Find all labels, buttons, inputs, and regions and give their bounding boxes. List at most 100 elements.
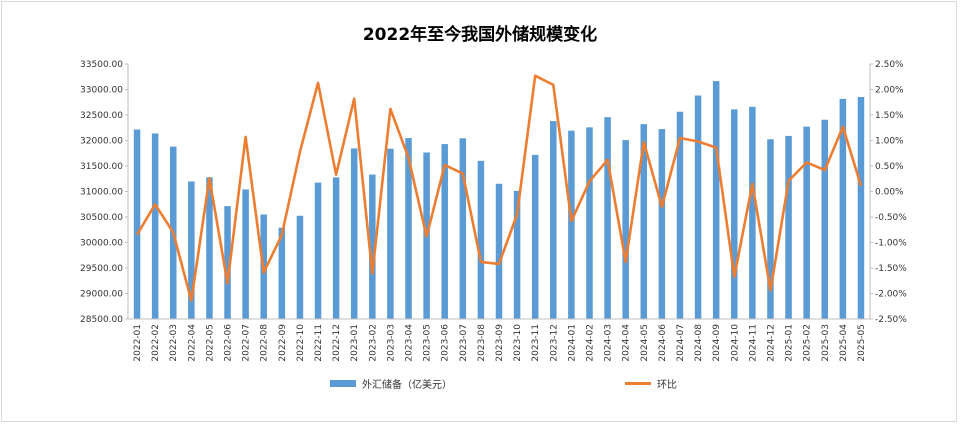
x-tick-label: 2022-07 <box>242 324 252 362</box>
bar-2022-01 <box>133 129 141 319</box>
bar-2023-12 <box>550 121 557 320</box>
bar-2023-08 <box>477 160 485 319</box>
chart-title: 2022年至今我国外储规模变化 <box>362 25 598 45</box>
left-tick-label: 31500.00 <box>80 162 123 172</box>
bar-2024-08 <box>694 95 702 319</box>
bar-2022-02 <box>151 133 159 319</box>
x-tick-label: 2024-12 <box>767 324 777 362</box>
x-tick-label: 2024-10 <box>730 324 740 362</box>
axes <box>127 64 871 320</box>
x-tick-label: 2024-08 <box>694 324 704 362</box>
bar-2023-03 <box>387 148 394 319</box>
left-tick-label: 31000.00 <box>80 188 123 198</box>
x-tick-label: 2025-03 <box>821 324 831 362</box>
bar-2023-11 <box>531 154 539 319</box>
bar-2024-10 <box>731 109 738 319</box>
right-tick-label: -1.50% <box>875 264 907 274</box>
bar-2022-05 <box>206 177 213 319</box>
bar-2025-04 <box>839 98 847 319</box>
x-tick-label: 2025-04 <box>839 324 849 362</box>
bar-2024-03 <box>604 117 611 320</box>
x-tick-label: 2023-12 <box>549 324 559 362</box>
x-tick-label: 2024-03 <box>604 324 614 362</box>
legend-label-reserves: 外汇储备（亿美元） <box>362 380 452 391</box>
bar-2023-09 <box>495 183 503 319</box>
x-tick-label: 2023-05 <box>423 324 433 362</box>
bar-2022-06 <box>224 206 231 319</box>
left-tick-label: 30000.00 <box>80 239 123 249</box>
x-tick-label: 2023-03 <box>386 324 396 362</box>
bar-2025-02 <box>803 126 810 320</box>
left-tick-label: 29500.00 <box>80 264 123 274</box>
right-tick-label: 2.00% <box>875 86 904 96</box>
bar-2022-04 <box>188 181 195 319</box>
x-tick-label: 2022-02 <box>151 324 161 362</box>
left-tick-label: 28500.00 <box>80 315 123 325</box>
x-tick-label: 2024-06 <box>658 324 668 362</box>
right-tick-label: 0.00% <box>875 188 904 198</box>
right-tick-label: 1.00% <box>875 137 904 147</box>
left-tick-label: 29000.00 <box>80 290 123 300</box>
x-tick-label: 2025-01 <box>785 324 795 362</box>
legend-swatch-bar <box>330 380 356 387</box>
x-tick-label: 2025-02 <box>803 324 813 362</box>
legend-item-reserves: 外汇储备（亿美元） <box>330 376 452 391</box>
x-tick-label: 2023-10 <box>513 324 523 362</box>
bar-2024-09 <box>712 81 720 319</box>
x-tick-label: 2023-02 <box>368 324 378 362</box>
right-axis-ticks: -2.50% -2.00% -1.50% -1.00% -0.50% 0.00% 0.50%… <box>870 60 907 325</box>
x-tick-label: 2023-07 <box>459 324 469 362</box>
x-tick-label: 2022-04 <box>187 324 197 362</box>
bar-2023-01 <box>350 148 358 319</box>
x-tick-label: 2024-11 <box>748 324 758 362</box>
bar-2024-11 <box>749 106 756 320</box>
x-tick-label: 2022-09 <box>278 324 288 362</box>
legend-label-mom: 环比 <box>657 380 677 391</box>
bar-2023-10 <box>513 190 521 319</box>
x-tick-label: 2023-08 <box>477 324 487 362</box>
bar-2023-07 <box>459 138 467 319</box>
x-tick-label: 2023-01 <box>350 324 360 362</box>
right-tick-label: 0.50% <box>875 162 904 172</box>
x-tick-label: 2023-09 <box>495 324 505 362</box>
left-axis-ticks: 28500.00 29000.00 29500.00 30000.00 30500.00… <box>80 60 128 325</box>
bar-2025-01 <box>785 135 792 319</box>
legend-swatch-line <box>625 382 651 385</box>
bar-2024-04 <box>622 140 629 319</box>
x-tick-label: 2022-01 <box>133 324 143 362</box>
bar-2023-06 <box>441 144 448 319</box>
x-tick-label: 2022-10 <box>296 324 306 362</box>
bar-2023-02 <box>369 174 376 319</box>
x-tick-label: 2024-02 <box>586 324 596 362</box>
left-tick-label: 33000.00 <box>80 86 123 96</box>
bar-2024-12 <box>767 139 774 319</box>
bar-2022-07 <box>242 189 249 319</box>
x-tick-label: 2024-01 <box>567 324 577 362</box>
right-tick-label: -1.00% <box>875 239 907 249</box>
right-tick-label: 1.50% <box>875 111 904 121</box>
bar-2022-12 <box>332 177 340 319</box>
legend-item-mom: 环比 <box>625 376 677 391</box>
bar-2025-03 <box>821 119 829 319</box>
left-tick-label: 32500.00 <box>80 111 123 121</box>
bar-2022-11 <box>314 182 322 319</box>
bar-2024-06 <box>658 129 666 319</box>
bar-2025-05 <box>857 96 865 319</box>
bar-2022-09 <box>278 227 286 319</box>
line-mom <box>135 74 863 302</box>
x-tick-label: 2023-11 <box>531 324 541 362</box>
right-tick-label: 2.50% <box>875 60 904 70</box>
bar-2024-07 <box>676 111 684 320</box>
bar-2022-10 <box>296 215 304 319</box>
left-tick-label: 33500.00 <box>80 60 123 70</box>
x-axis-ticks: 2022-01 2022-02 2022-03 2022-04 2022-05 2022-… <box>133 324 867 362</box>
x-tick-label: 2022-08 <box>260 324 270 362</box>
x-tick-label: 2022-11 <box>314 324 324 362</box>
x-tick-label: 2023-04 <box>405 324 415 362</box>
right-tick-label: -0.50% <box>875 213 907 223</box>
x-tick-label: 2024-09 <box>712 324 722 362</box>
bar-2023-04 <box>405 138 412 319</box>
x-tick-label: 2022-03 <box>169 324 179 362</box>
x-tick-label: 2022-06 <box>224 324 234 362</box>
